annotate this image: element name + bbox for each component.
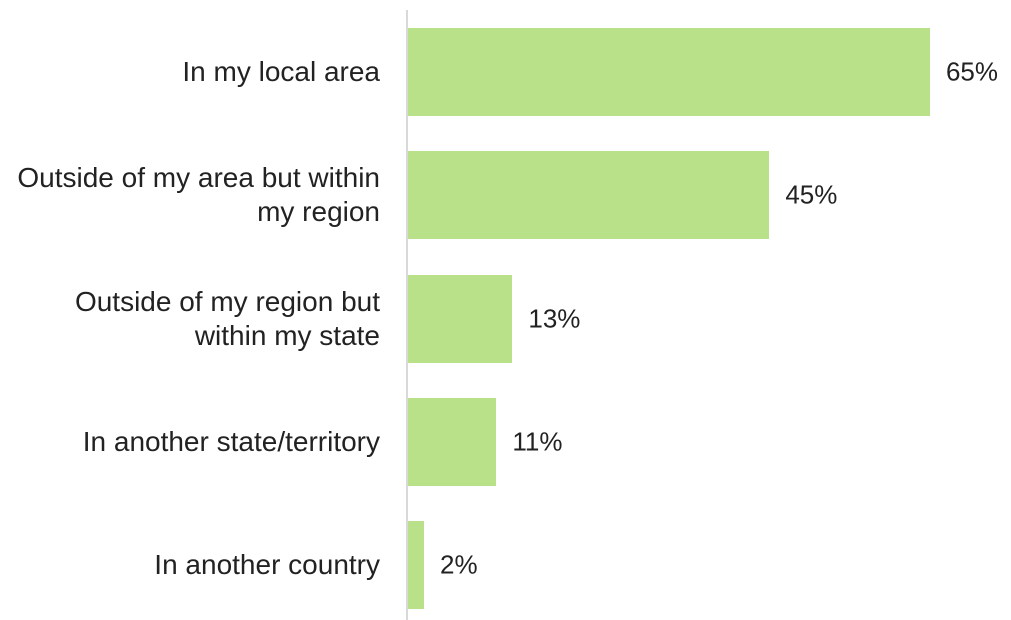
bar <box>408 274 513 363</box>
category-label: In my local area <box>182 56 380 87</box>
category-label: In another country <box>154 549 380 581</box>
bar <box>408 397 497 486</box>
value-label: 65% <box>945 56 998 87</box>
value-label: 13% <box>528 303 581 334</box>
category-label: Outside of my area but within my region <box>17 162 380 228</box>
bar <box>408 28 930 116</box>
bar <box>408 521 425 610</box>
axis-line <box>406 10 408 620</box>
category-label: In another state/territory <box>82 425 380 457</box>
value-label: 11% <box>512 426 563 457</box>
value-label: 45% <box>785 179 838 210</box>
category-label: Outside of my region but within my state <box>74 285 380 351</box>
value-label: 2% <box>440 549 478 580</box>
bar <box>408 151 770 240</box>
